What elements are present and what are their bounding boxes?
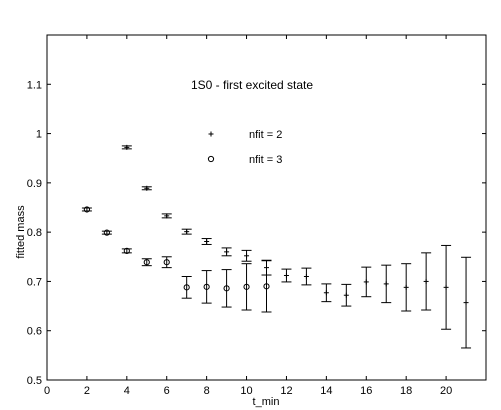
data-point-plus <box>363 279 369 285</box>
axes <box>46 34 487 381</box>
x-tick-label: 6 <box>164 385 170 397</box>
chart-title: 1S0 - first excited state <box>191 78 313 92</box>
x-axis-ticks: 0 2 4 6 8 10 12 14 16 18 20 <box>44 35 452 397</box>
data-point-plus <box>124 144 130 150</box>
data-point-plus <box>443 284 449 290</box>
y-tick-label: 0.8 <box>27 227 42 239</box>
error-bar <box>201 270 212 304</box>
x-tick-label: 2 <box>84 385 90 397</box>
x-tick-label: 8 <box>204 385 210 397</box>
x-tick-label: 4 <box>124 385 130 397</box>
data-point-circle <box>83 206 91 213</box>
legend-plus-icon <box>208 131 214 137</box>
y-tick-label: 0.9 <box>27 178 42 190</box>
legend: nfit = 2 nfit = 3 <box>207 129 282 166</box>
y-tick-label: 1 <box>36 129 42 141</box>
data-point-plus <box>164 213 170 219</box>
x-tick-label: 0 <box>44 385 50 397</box>
x-tick-label: 14 <box>320 385 332 397</box>
error-bar <box>241 263 252 311</box>
data-point-circle <box>183 284 190 291</box>
legend-circle-icon <box>207 155 215 163</box>
data-point-plus <box>383 281 389 287</box>
error-bar <box>161 256 172 269</box>
y-axis-ticks: 0.5 0.6 0.7 0.8 0.9 1 1.1 <box>27 79 486 387</box>
data-point-circle <box>143 259 150 266</box>
data-point-plus <box>244 253 250 259</box>
x-axis-label: t_min <box>253 396 280 408</box>
data-point-plus <box>224 249 230 255</box>
data-point-plus <box>204 239 210 245</box>
y-axis-label: fitted mass <box>15 205 27 259</box>
y-tick-label: 0.7 <box>27 276 42 288</box>
x-tick-label: 12 <box>280 385 292 397</box>
data-point-plus <box>283 273 289 279</box>
error-bar <box>101 230 112 235</box>
x-tick-label: 20 <box>440 385 452 397</box>
data-point-plus <box>303 274 309 279</box>
y-tick-label: 0.5 <box>27 375 42 387</box>
error-bar <box>261 260 272 313</box>
data-point-plus <box>463 300 469 306</box>
data-point-plus <box>323 290 329 296</box>
plot-frame <box>46 34 487 381</box>
y-tick-label: 0.6 <box>27 326 42 338</box>
error-bar <box>221 269 232 308</box>
x-tick-label: 16 <box>360 385 372 397</box>
error-bar <box>181 276 192 299</box>
legend-marker-nfit-2 <box>208 131 214 137</box>
y-tick-label: 1.1 <box>27 79 42 91</box>
legend-label-nfit-2: nfit = 2 <box>249 129 282 141</box>
data-point-plus <box>423 278 429 284</box>
error-bar <box>81 207 92 212</box>
data-point-circle <box>263 283 270 290</box>
data-point-plus <box>184 229 190 235</box>
error-bar <box>121 248 132 254</box>
data-point-plus <box>343 292 349 298</box>
series-markers <box>81 144 472 349</box>
data-point-plus <box>403 284 409 290</box>
legend-marker-nfit-3 <box>207 155 215 163</box>
data-point-circle <box>123 247 130 254</box>
x-tick-label: 10 <box>240 385 252 397</box>
data-point-circle <box>223 285 230 292</box>
data-point-circle <box>103 229 110 236</box>
data-point-circle <box>243 283 250 290</box>
data-point-circle <box>203 283 210 290</box>
data-point-plus <box>144 185 150 191</box>
data-point-circle <box>163 259 170 266</box>
x-tick-label: 18 <box>400 385 412 397</box>
legend-label-nfit-3: nfit = 3 <box>249 154 282 166</box>
